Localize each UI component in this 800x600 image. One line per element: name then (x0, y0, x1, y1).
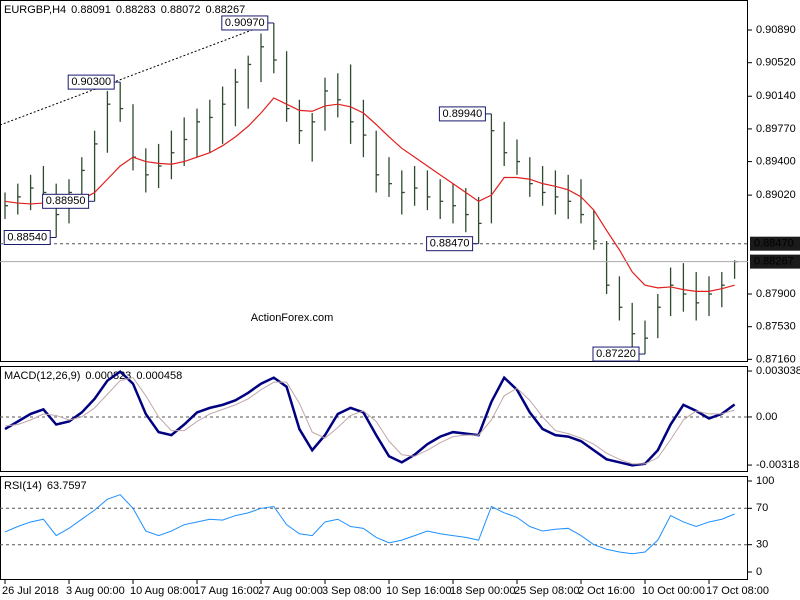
panel-header: 63.7597 (47, 480, 87, 492)
moving-average (4, 97, 735, 292)
x-tick-label: 10 Aug 08:00 (130, 585, 195, 597)
annotation-box (3, 230, 51, 246)
panel-header: RSI(14) (4, 480, 42, 492)
y-tick-label: 0.89400 (756, 155, 796, 167)
annotation-label: 0.88540 (7, 231, 47, 243)
annotation-box (592, 346, 640, 362)
x-tick-label: 25 Sep 08:00 (514, 585, 579, 597)
price-label-bg (750, 254, 800, 269)
x-tick-label: 10 Oct 00:00 (642, 585, 705, 597)
panel-header: 0.88072 (161, 4, 201, 16)
indicator-line (4, 377, 735, 465)
annotation-box (426, 236, 474, 252)
panel-frame (0, 476, 748, 580)
y-tick-label: 0.003038 (756, 365, 800, 377)
y-tick-label: 0.87530 (756, 321, 796, 333)
level-label: 0.88470 (754, 238, 794, 250)
x-tick-label: 3 Aug 00:00 (66, 585, 125, 597)
trend-line (0, 23, 269, 126)
y-tick-label: 30 (756, 539, 768, 551)
panel-frame (0, 0, 748, 362)
annotation-box (67, 74, 115, 90)
annotation-box (438, 106, 486, 122)
annotation-box (221, 15, 269, 31)
annotation-label: 0.87220 (596, 348, 636, 360)
x-tick-label: 3 Sep 08:00 (322, 585, 381, 597)
annotation-label: 0.89940 (443, 108, 483, 120)
annotation-label: 0.90970 (225, 17, 265, 29)
x-tick-label: 2 Oct 16:00 (578, 585, 635, 597)
y-tick-label: 0 (756, 566, 762, 578)
x-tick-label: 17 Oct 08:00 (706, 585, 769, 597)
panel-header: 0.88091 (71, 4, 111, 16)
current-price-label: 0.88267 (754, 256, 794, 268)
indicator-line (4, 494, 735, 555)
panel-header: 0.88267 (205, 4, 245, 16)
annotation-label: 0.90300 (71, 76, 111, 88)
y-tick-label: 0.87900 (756, 288, 796, 300)
y-tick-label: 70 (756, 502, 768, 514)
panel-header: MACD(12,26,9) (4, 370, 80, 382)
y-tick-label: 0.90890 (756, 24, 796, 36)
y-tick-label: 0.87160 (756, 353, 796, 365)
panel-header: 0.88283 (116, 4, 156, 16)
y-tick-label: -0.003181 (756, 459, 800, 471)
y-tick-label: 0.89770 (756, 123, 796, 135)
watermark: ActionForex.com (251, 312, 334, 324)
y-tick-label: 0.89020 (756, 189, 796, 201)
x-tick-label: 27 Aug 00:00 (258, 585, 323, 597)
panel-header: EURGBP,H4 (4, 4, 66, 16)
level-label-bg (750, 236, 800, 251)
x-tick-label: 17 Aug 16:00 (194, 585, 259, 597)
annotation-label: 0.88470 (430, 238, 470, 250)
x-tick-label: 18 Sep 00:00 (450, 585, 515, 597)
annotation-box (42, 193, 90, 209)
panel-frame (0, 366, 748, 472)
panel-header: 0.000458 (136, 370, 182, 382)
annotation-label: 0.88950 (46, 195, 86, 207)
y-tick-label: 0.90140 (756, 90, 796, 102)
y-tick-label: 0.90520 (756, 57, 796, 69)
x-tick-label: 26 Jul 2018 (2, 585, 59, 597)
y-tick-label: 0.00 (756, 411, 777, 423)
y-tick-label: 100 (756, 475, 774, 487)
x-tick-label: 10 Sep 16:00 (386, 585, 451, 597)
indicator-line (4, 369, 736, 467)
